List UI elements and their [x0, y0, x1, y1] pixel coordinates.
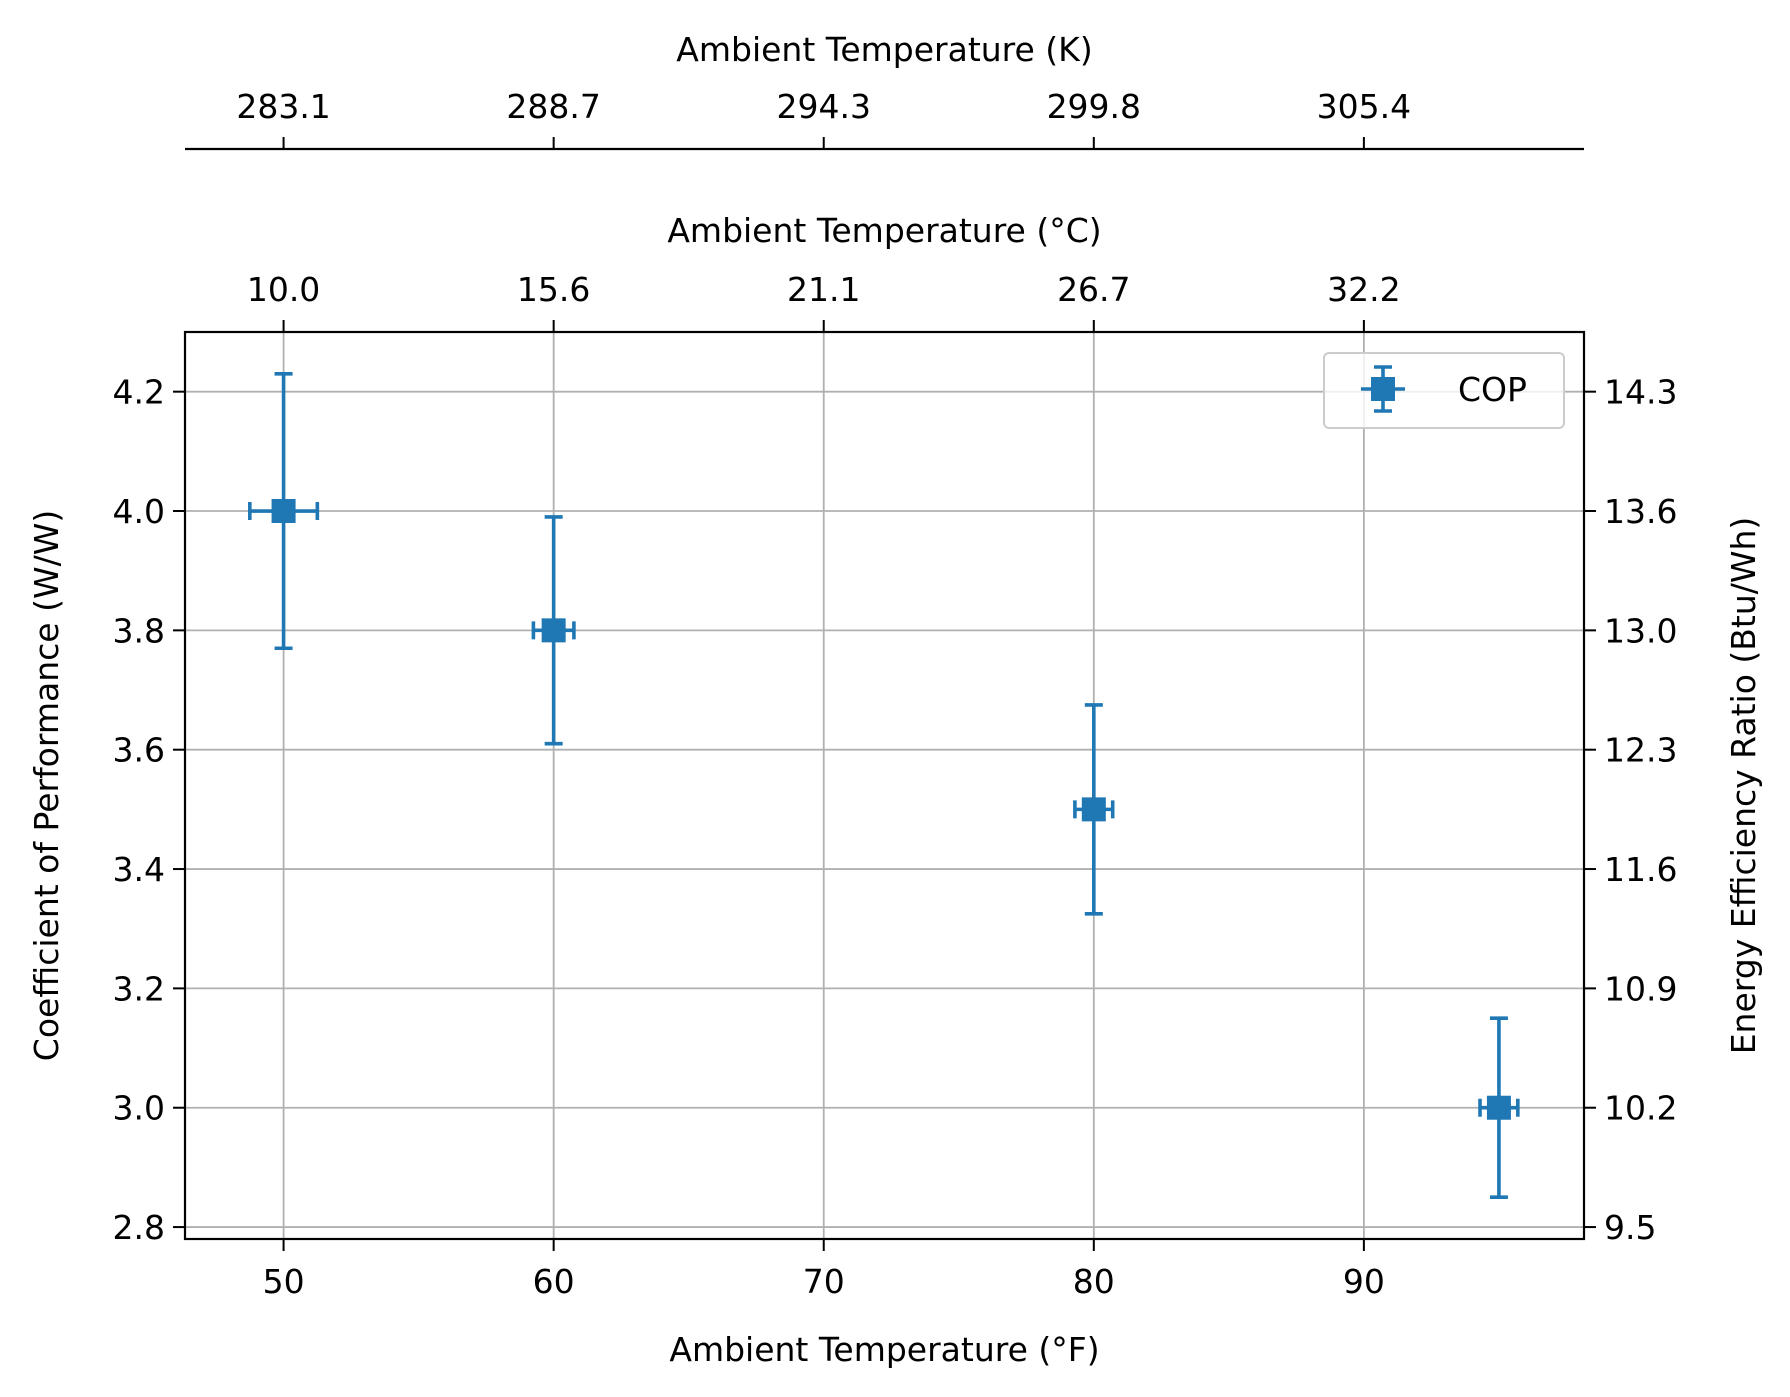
- celsius-tick-label: 26.7: [1057, 270, 1130, 309]
- secondary-y-tick-label: 10.9: [1604, 969, 1677, 1008]
- legend-square-marker: [1371, 377, 1395, 401]
- y-tick-label: 3.0: [113, 1089, 165, 1128]
- secondary-y-tick-label: 13.6: [1604, 492, 1677, 531]
- legend-box: [1323, 352, 1565, 429]
- x-tick-label: 60: [533, 1262, 575, 1301]
- data-point: [531, 515, 576, 746]
- celsius-tick-label: 15.6: [517, 270, 590, 309]
- celsius-axis-label: Ambient Temperature (°C): [667, 211, 1101, 250]
- secondary-y-tick-label: 14.3: [1604, 373, 1677, 412]
- square-marker: [1081, 797, 1106, 822]
- y-tick-label: 3.6: [113, 731, 165, 770]
- kelvin-tick-label: 305.4: [1317, 87, 1411, 126]
- legend: COP: [1323, 352, 1565, 429]
- ticks: 50 10.0 283.1 60 15.6 288.7 70 21.1 294.3 80 26.7 2…: [113, 87, 1678, 1301]
- y-tick-label: 4.2: [113, 373, 165, 412]
- x-tick-label: 90: [1343, 1262, 1385, 1301]
- x-tick-label: 80: [1073, 1262, 1115, 1301]
- x-tick-label: 70: [803, 1262, 845, 1301]
- legend-marker-cop: [1361, 365, 1405, 413]
- kelvin-tick-label: 283.1: [236, 87, 330, 126]
- secondary-y-tick-label: 10.2: [1604, 1089, 1677, 1128]
- data-point: [1478, 1016, 1520, 1200]
- kelvin-tick-label: 294.3: [776, 87, 870, 126]
- secondary-y-tick-label: 12.3: [1604, 731, 1677, 770]
- y-axis-label: Coefficient of Performance (W/W): [27, 510, 66, 1061]
- x-axis-label: Ambient Temperature (°F): [669, 1330, 1099, 1369]
- y-tick-label: 4.0: [113, 492, 165, 531]
- secondary-y-tick-label: 13.0: [1604, 611, 1677, 650]
- data-series: [248, 371, 1520, 1200]
- kelvin-tick-label: 299.8: [1047, 87, 1141, 126]
- legend-label-cop: COP: [1458, 370, 1527, 409]
- plot-frame: [183, 330, 1586, 1241]
- square-marker: [1486, 1095, 1511, 1120]
- y-tick-label: 2.8: [113, 1208, 165, 1247]
- celsius-tick-label: 32.2: [1327, 270, 1400, 309]
- data-point: [1073, 703, 1115, 916]
- square-marker: [541, 618, 566, 643]
- kelvin-axis-label: Ambient Temperature (K): [676, 30, 1092, 69]
- y-tick-label: 3.8: [113, 611, 165, 650]
- secondary-y-tick-label: 11.6: [1604, 850, 1677, 889]
- secondary-y-axis-label: Energy Efficiency Ratio (Btu/Wh): [1724, 517, 1763, 1055]
- celsius-tick-label: 21.1: [787, 270, 860, 309]
- kelvin-tick-label: 288.7: [506, 87, 600, 126]
- data-point: [248, 371, 320, 651]
- y-tick-label: 3.2: [113, 969, 165, 1008]
- x-tick-label: 50: [263, 1262, 305, 1301]
- secondary-y-tick-label: 9.5: [1604, 1208, 1656, 1247]
- square-marker: [271, 499, 296, 524]
- celsius-tick-label: 10.0: [247, 270, 320, 309]
- y-tick-label: 3.4: [113, 850, 165, 889]
